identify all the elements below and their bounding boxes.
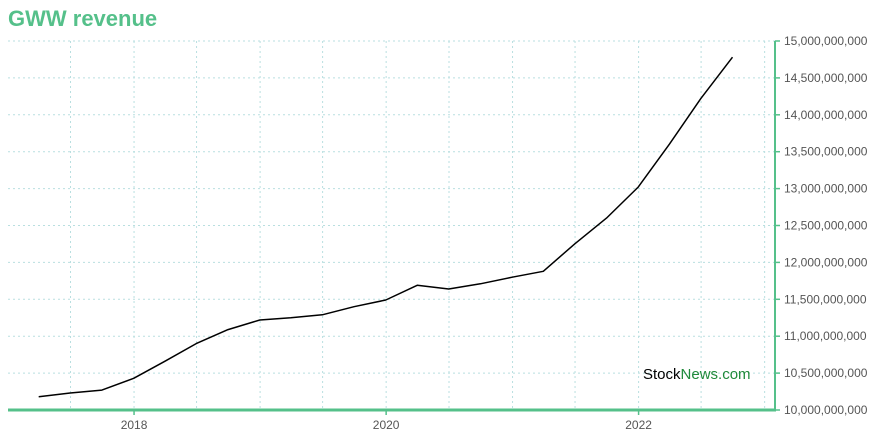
y-tick-label: 13,500,000,000 (784, 145, 868, 159)
y-tick-label: 14,500,000,000 (784, 71, 868, 85)
chart-title: GWW revenue (8, 6, 158, 31)
x-tick-label: 2018 (121, 418, 148, 432)
x-tick-label: 2020 (373, 418, 400, 432)
y-tick-label: 11,000,000,000 (784, 329, 867, 343)
y-tick-label: 14,000,000,000 (784, 108, 868, 122)
y-tick-label: 12,500,000,000 (784, 219, 868, 233)
x-tick-label: 2022 (625, 418, 652, 432)
y-tick-label: 11,500,000,000 (784, 292, 867, 306)
axis-layer: 10,000,000,000 10,500,000,000 11,000,000,0… (8, 34, 868, 432)
y-tick-label: 10,500,000,000 (784, 366, 868, 380)
grid-layer (8, 40, 775, 410)
watermark-com: .com (718, 366, 751, 383)
revenue-series-line (38, 56, 734, 398)
watermark-news: News (681, 366, 719, 383)
stocknews-watermark: StockNews.com (643, 366, 751, 383)
y-tick-label: 12,000,000,000 (784, 255, 868, 269)
line-layer (38, 56, 734, 398)
y-tick-label: 15,000,000,000 (784, 34, 868, 48)
y-tick-label: 13,000,000,000 (784, 182, 868, 196)
watermark-stock: Stock (643, 366, 681, 383)
y-tick-label: 10,000,000,000 (784, 403, 868, 417)
